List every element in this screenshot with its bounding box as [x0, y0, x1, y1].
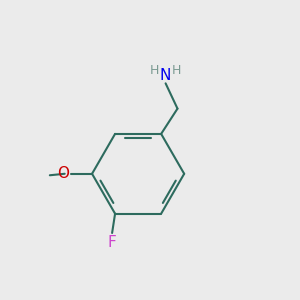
- Text: N: N: [160, 68, 171, 83]
- Text: F: F: [108, 236, 116, 250]
- Text: O: O: [57, 166, 69, 181]
- Text: H: H: [150, 64, 159, 77]
- Text: H: H: [172, 64, 182, 77]
